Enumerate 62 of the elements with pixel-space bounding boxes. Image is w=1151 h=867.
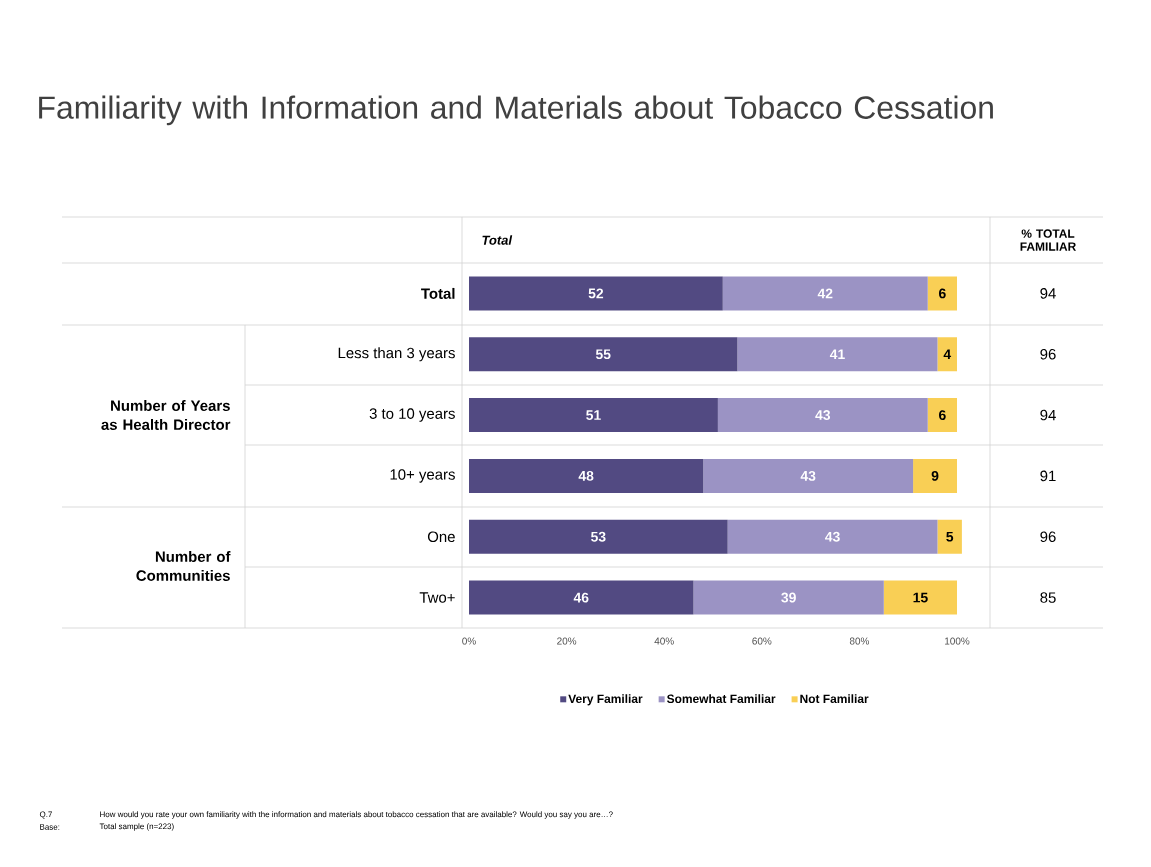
data-label: 52: [588, 288, 604, 299]
text: 96: [1040, 531, 1056, 543]
data-label: 43: [800, 470, 816, 481]
y-tick-label: 3 to 10 years: [369, 408, 455, 422]
data-label: 9: [931, 470, 939, 481]
data-label: 5: [946, 531, 954, 542]
text: 94: [1040, 409, 1056, 421]
bar: [469, 519, 728, 554]
data-label: 43: [825, 531, 840, 542]
data-label: 43: [815, 410, 831, 421]
chart-title: Familiarity with Information and Materials about Tobacco Cessation: [39, 95, 993, 126]
text: 94: [1040, 288, 1056, 299]
data-label: 6: [939, 288, 946, 299]
text: Number of Years as Health Director: [101, 400, 231, 430]
text: 85: [1040, 592, 1056, 603]
chart-subtitle: Total: [482, 235, 513, 245]
bar: [469, 337, 738, 372]
bar: [469, 276, 723, 311]
data-label: 42: [817, 288, 833, 299]
data-label: 15: [913, 592, 928, 603]
y-tick-label: 10+ years: [390, 469, 455, 483]
data-label: 51: [586, 410, 601, 420]
y-tick-label: Two+: [419, 592, 455, 603]
text: 96: [1040, 348, 1056, 360]
y-tick-label: One: [427, 531, 455, 543]
data-label: 53: [590, 531, 606, 542]
bar: [469, 580, 694, 615]
bar: [693, 580, 884, 615]
bar: [727, 519, 938, 554]
bar: [703, 458, 914, 493]
x-tick-label: 20%: [557, 637, 577, 645]
bar: [717, 398, 928, 433]
data-label: 55: [595, 349, 611, 360]
data-label: 46: [573, 592, 589, 603]
data-label: 39: [781, 592, 796, 603]
data-label: 41: [829, 349, 845, 360]
x-tick-label: 40%: [654, 637, 674, 645]
y-tick-label: Less than 3 years: [338, 347, 455, 362]
bar: [927, 276, 958, 311]
legend-label: Not Familiar: [800, 694, 869, 704]
legend-label: Very Familiar: [568, 694, 643, 706]
bar: [737, 337, 938, 372]
data-label: 48: [578, 470, 594, 481]
text: Number of Communities: [136, 551, 231, 581]
bar: [927, 398, 958, 433]
x-tick-label: 80%: [849, 637, 870, 645]
text: % TOTAL FAMILIAR: [1020, 229, 1076, 251]
data-label: 4: [943, 349, 952, 360]
text: 91: [1040, 470, 1056, 482]
bar: [469, 398, 718, 433]
bar: [937, 519, 962, 554]
x-tick-label: 60%: [752, 637, 772, 645]
bar: [883, 580, 958, 615]
x-tick-label: 100%: [945, 637, 970, 645]
bar: [937, 337, 958, 372]
bar: [722, 276, 928, 311]
x-tick-label: 0%: [462, 637, 476, 645]
y-tick-label: Total: [421, 287, 455, 299]
bar: [913, 458, 958, 493]
legend-label: Somewhat Familiar: [666, 694, 776, 704]
bar: [469, 458, 704, 493]
data-label: 6: [939, 410, 946, 421]
